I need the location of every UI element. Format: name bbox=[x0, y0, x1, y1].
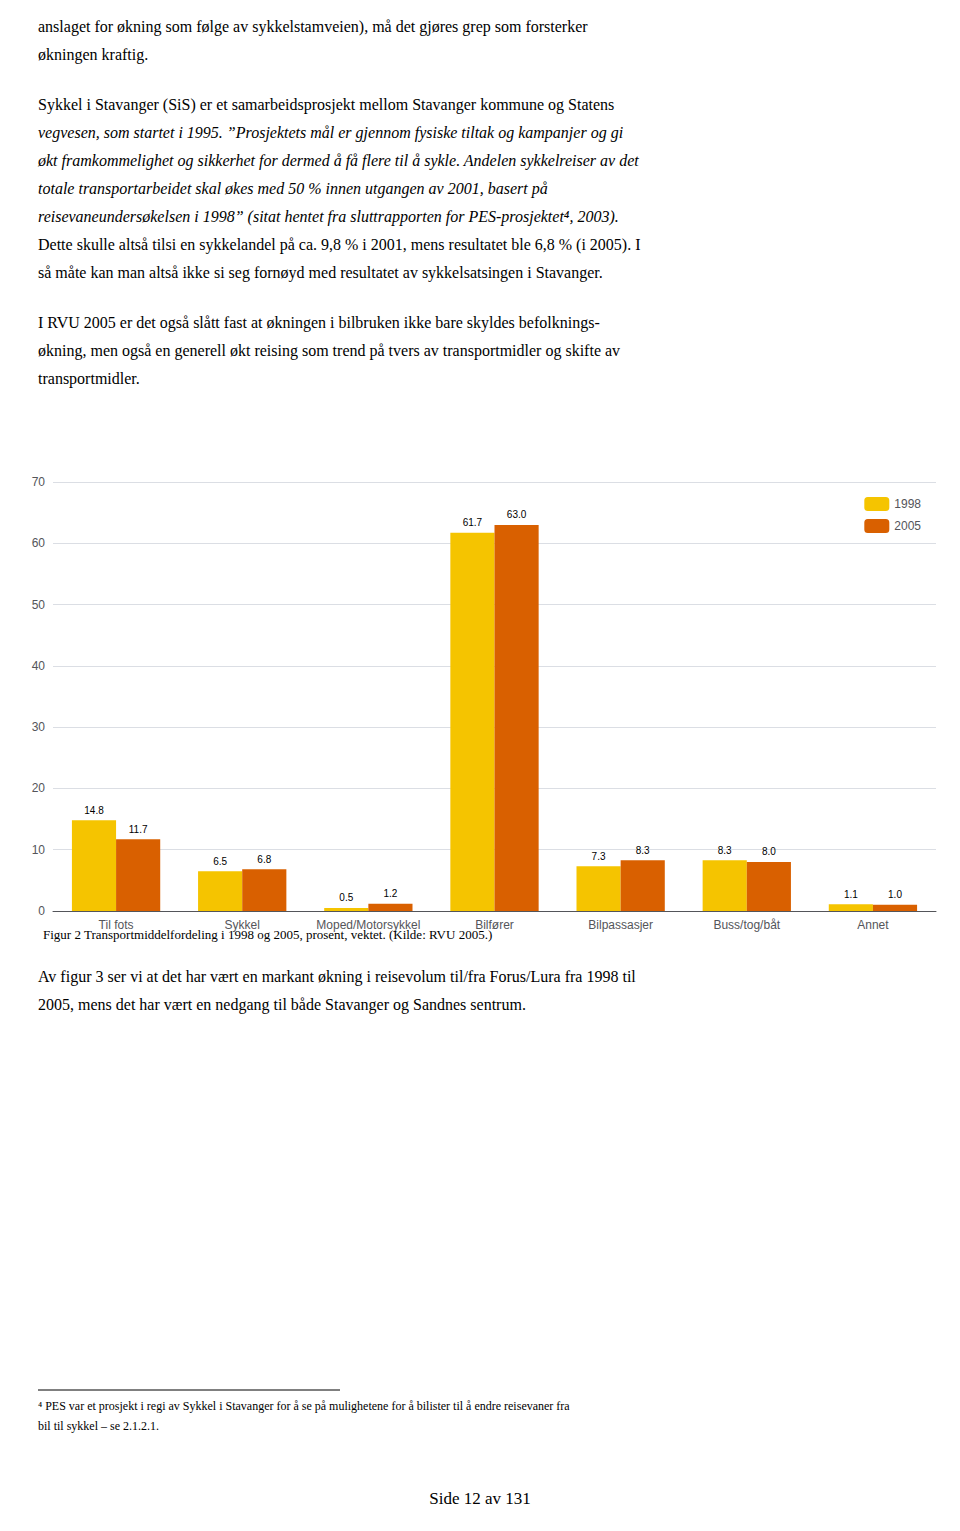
svg-text:8.3: 8.3 bbox=[718, 845, 732, 856]
svg-text:11.7: 11.7 bbox=[129, 824, 148, 835]
svg-text:8.0: 8.0 bbox=[762, 846, 776, 857]
svg-text:Bilpassasjer: Bilpassasjer bbox=[588, 918, 653, 932]
svg-text:vegvesen, som startet i 1995.: vegvesen, som startet i 1995. ”Prosjekte… bbox=[38, 124, 623, 142]
svg-text:60: 60 bbox=[32, 536, 46, 550]
svg-text:Side 12 av 131: Side 12 av 131 bbox=[429, 1489, 531, 1508]
svg-text:7.3: 7.3 bbox=[592, 851, 606, 862]
svg-text:økning, men også en generell ø: økning, men også en generell økt reising… bbox=[38, 342, 620, 360]
svg-text:Til fots: Til fots bbox=[98, 918, 134, 932]
svg-text:1.1: 1.1 bbox=[844, 889, 858, 900]
svg-text:6.5: 6.5 bbox=[213, 856, 227, 867]
svg-text:8.3: 8.3 bbox=[636, 845, 650, 856]
svg-text:10: 10 bbox=[32, 843, 46, 857]
svg-text:Sykkel: Sykkel bbox=[224, 918, 260, 932]
svg-text:0.5: 0.5 bbox=[339, 892, 353, 903]
svg-text:Bilfører: Bilfører bbox=[475, 918, 514, 932]
svg-text:40: 40 bbox=[32, 659, 46, 673]
svg-text:⁴ PES var et prosjekt i regi a: ⁴ PES var et prosjekt i regi av Sykkel i… bbox=[38, 1399, 570, 1413]
svg-text:50: 50 bbox=[32, 598, 46, 612]
svg-text:Dette skulle altså tilsi en sy: Dette skulle altså tilsi en sykkelandel … bbox=[38, 236, 641, 254]
svg-text:Av figur 3 ser vi at det har v: Av figur 3 ser vi at det har vært en mar… bbox=[38, 968, 636, 986]
svg-text:1.2: 1.2 bbox=[383, 888, 397, 899]
svg-text:Annet: Annet bbox=[857, 918, 889, 932]
svg-text:30: 30 bbox=[32, 720, 46, 734]
svg-text:61.7: 61.7 bbox=[463, 517, 483, 528]
svg-text:1.0: 1.0 bbox=[888, 889, 902, 900]
svg-text:Buss/tog/båt: Buss/tog/båt bbox=[713, 918, 780, 932]
svg-text:2005, mens det har vært en ned: 2005, mens det har vært en nedgang til b… bbox=[38, 996, 526, 1014]
svg-text:Sykkel i Stavanger (SiS) er et: Sykkel i Stavanger (SiS) er et samarbeid… bbox=[38, 96, 614, 114]
svg-text:63.0: 63.0 bbox=[507, 509, 527, 520]
svg-text:bil til sykkel – se 2.1.2.1.: bil til sykkel – se 2.1.2.1. bbox=[38, 1419, 159, 1433]
svg-text:transportmidler.: transportmidler. bbox=[38, 370, 140, 388]
svg-text:anslaget for økning som følge: anslaget for økning som følge av sykkels… bbox=[38, 18, 588, 36]
svg-text:I RVU 2005 er det også slått f: I RVU 2005 er det også slått fast at økn… bbox=[38, 314, 600, 332]
svg-text:0: 0 bbox=[38, 904, 45, 918]
svg-text:6.8: 6.8 bbox=[257, 854, 271, 865]
svg-text:økningen kraftig.: økningen kraftig. bbox=[38, 46, 148, 64]
svg-text:totale transportarbeidet skal: totale transportarbeidet skal økes med 5… bbox=[38, 180, 548, 198]
svg-text:2005: 2005 bbox=[894, 519, 921, 533]
svg-text:reisevaneundersøkelsen i 1998”: reisevaneundersøkelsen i 1998” (sitat he… bbox=[38, 208, 619, 226]
svg-text:Moped/Motorsykkel: Moped/Motorsykkel bbox=[316, 918, 421, 932]
svg-text:økt framkommelighet og sikkerh: økt framkommelighet og sikkerhet for der… bbox=[37, 152, 639, 170]
svg-text:14.8: 14.8 bbox=[84, 805, 104, 816]
svg-text:70: 70 bbox=[32, 475, 46, 489]
svg-text:Figur 2 Transportmiddelfordeli: Figur 2 Transportmiddelfordeling i 1998 … bbox=[43, 927, 492, 942]
svg-text:20: 20 bbox=[32, 781, 46, 795]
svg-text:1998: 1998 bbox=[894, 497, 921, 511]
svg-text:så måte kan man altså ikke si: så måte kan man altså ikke si seg fornøy… bbox=[38, 264, 603, 282]
